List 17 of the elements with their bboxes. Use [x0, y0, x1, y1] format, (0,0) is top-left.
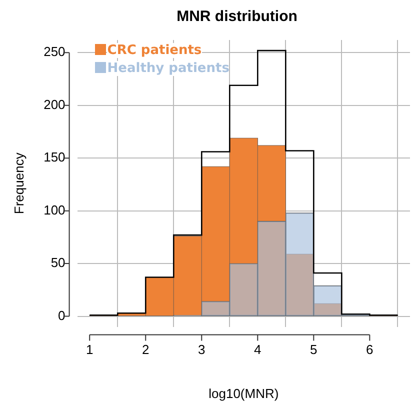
y-axis-title: Frequency — [11, 152, 26, 214]
y-tick-label: 150 — [44, 150, 66, 165]
legend-label: CRC patients — [107, 43, 202, 58]
x-tick-label: 6 — [366, 342, 374, 358]
chart-title: MNR distribution — [176, 8, 298, 25]
y-tick-label: 50 — [50, 255, 66, 270]
x-tick-label: 5 — [310, 342, 318, 358]
y-tick-label: 100 — [44, 202, 66, 218]
x-axis-title: log10(MNR) — [208, 386, 279, 401]
x-tick-label: 1 — [86, 342, 94, 358]
x-tick-label: 2 — [142, 342, 150, 358]
y-tick-label: 250 — [44, 44, 66, 60]
x-tick-label: 4 — [254, 342, 262, 358]
y-tick-label: 0 — [58, 308, 66, 323]
y-tick-label: 200 — [44, 96, 66, 112]
x-tick-label: 3 — [198, 342, 206, 358]
legend-label: Healthy patients — [107, 61, 230, 76]
